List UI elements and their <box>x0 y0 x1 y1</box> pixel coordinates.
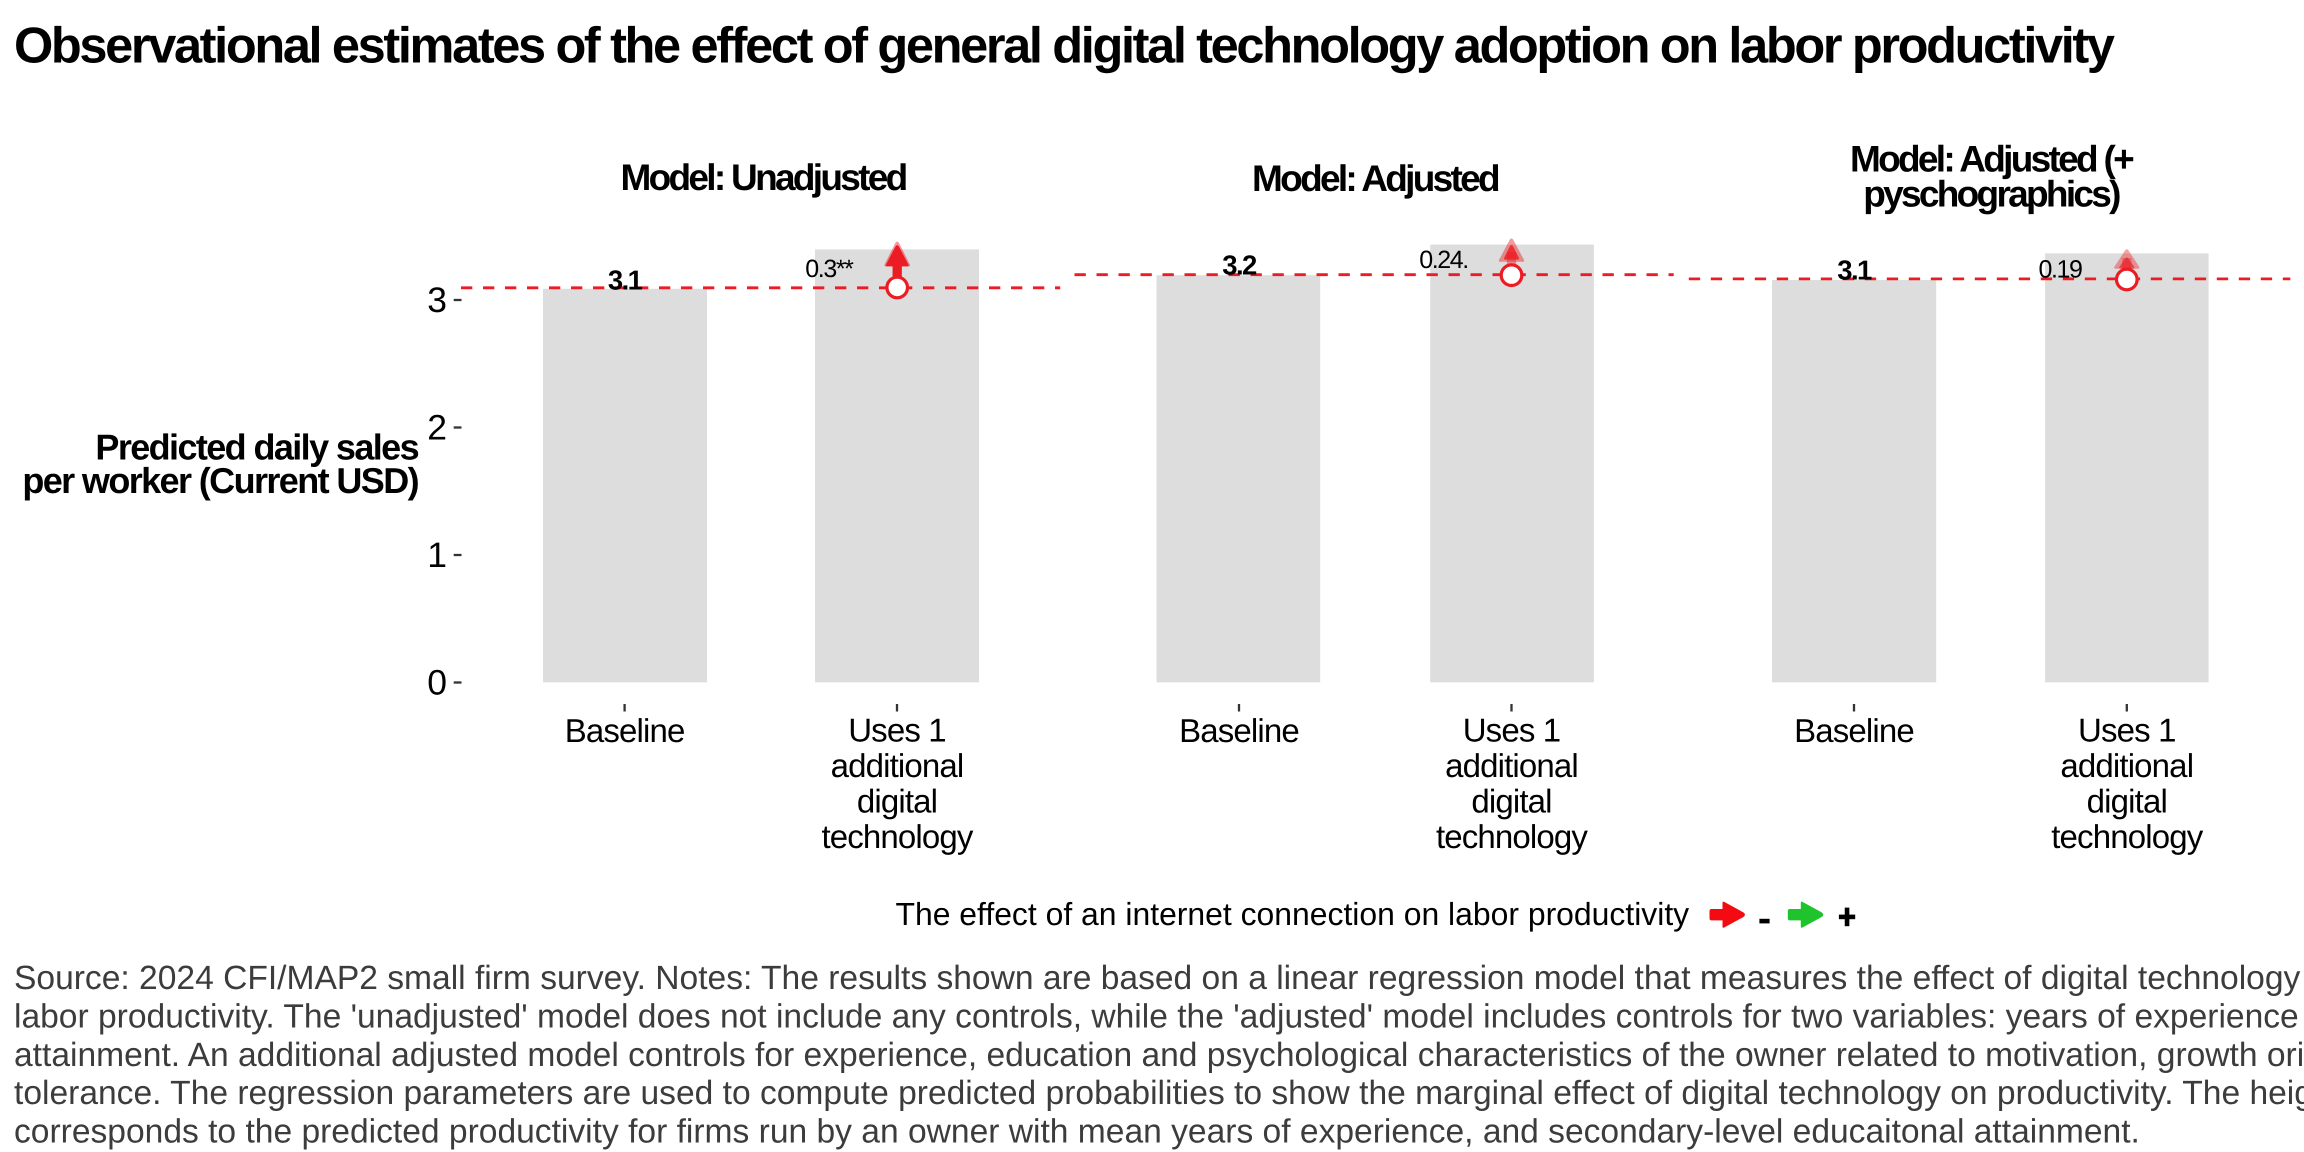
svg-text:Baseline: Baseline <box>565 712 685 749</box>
svg-text:pyschographics): pyschographics) <box>1863 174 2120 215</box>
svg-text:The effect of an internet conn: The effect of an internet connection on … <box>896 896 1690 932</box>
svg-text:additional: additional <box>2060 747 2193 784</box>
svg-text:Observational estimates of the: Observational estimates of the effect of… <box>14 17 2115 74</box>
svg-text:3.1: 3.1 <box>608 265 643 296</box>
svg-text:per worker (Current USD): per worker (Current USD) <box>22 460 418 501</box>
svg-text:technology: technology <box>1436 818 1588 855</box>
svg-text:Baseline: Baseline <box>1179 712 1299 749</box>
svg-text:additional: additional <box>831 747 964 784</box>
svg-text:0.3**: 0.3** <box>805 255 854 283</box>
svg-text:Source: 2024 CFI/MAP2 small fi: Source: 2024 CFI/MAP2 small firm survey.… <box>14 960 2304 997</box>
svg-text:tolerance. The regression para: tolerance. The regression parameters are… <box>14 1075 2304 1112</box>
svg-text:Baseline: Baseline <box>1794 712 1914 749</box>
svg-text:3.2: 3.2 <box>1222 250 1257 281</box>
svg-text:Predicted daily sales: Predicted daily sales <box>95 427 418 468</box>
svg-text:2: 2 <box>427 408 447 448</box>
svg-text:0.19: 0.19 <box>2038 255 2082 283</box>
svg-text:Model: Adjusted (+: Model: Adjusted (+ <box>1850 139 2134 180</box>
svg-text:1: 1 <box>427 535 447 575</box>
svg-text:technology: technology <box>821 818 973 855</box>
svg-text:labor productivity. The 'unadj: labor productivity. The 'unadjusted' mod… <box>14 998 2304 1035</box>
svg-text:3.1: 3.1 <box>1837 254 1872 285</box>
svg-text:digital: digital <box>2087 783 2167 820</box>
svg-text:digital: digital <box>857 783 937 820</box>
svg-text:corresponds to the predicted p: corresponds to the predicted productivit… <box>14 1114 2140 1151</box>
svg-text:attainment. An additional adju: attainment. An additional adjusted model… <box>14 1037 2304 1074</box>
svg-text:Model: Adjusted: Model: Adjusted <box>1252 158 1499 199</box>
svg-text:Uses 1: Uses 1 <box>848 712 946 749</box>
svg-text:0: 0 <box>427 663 447 703</box>
svg-text:3: 3 <box>427 280 447 320</box>
svg-text:digital: digital <box>1471 783 1551 820</box>
svg-text:Uses 1: Uses 1 <box>2078 712 2176 749</box>
svg-text:additional: additional <box>1445 747 1578 784</box>
svg-text:technology: technology <box>2051 818 2203 855</box>
svg-text:Model: Unadjusted: Model: Unadjusted <box>620 157 906 198</box>
svg-text:0.24.: 0.24. <box>1419 246 1468 274</box>
svg-text:Uses 1: Uses 1 <box>1463 712 1561 749</box>
